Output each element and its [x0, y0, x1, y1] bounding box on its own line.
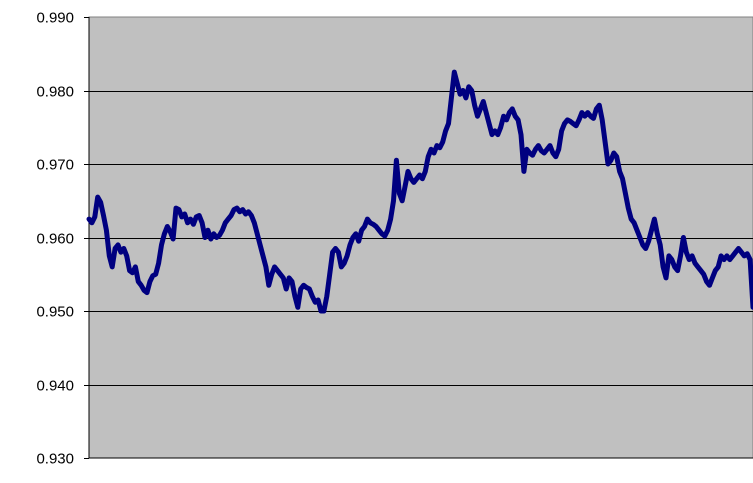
- y-tick-label: 0.930: [36, 451, 74, 468]
- plot-area: [88, 16, 753, 459]
- series-group: [86, 69, 753, 314]
- y-tick-marks: [84, 17, 89, 459]
- y-tick-label: 0.960: [36, 231, 74, 248]
- y-tick-label: 0.980: [36, 84, 74, 101]
- y-tick-labels: 0.990 0.980 0.970 0.960 0.950 0.940 0.930: [36, 10, 74, 468]
- y-tick-label: 0.950: [36, 304, 74, 321]
- y-tick-label: 0.970: [36, 157, 74, 174]
- y-tick-label: 0.940: [36, 378, 74, 395]
- series-line: [86, 69, 753, 314]
- gridlines: [89, 91, 753, 386]
- y-tick-label: 0.990: [36, 10, 74, 27]
